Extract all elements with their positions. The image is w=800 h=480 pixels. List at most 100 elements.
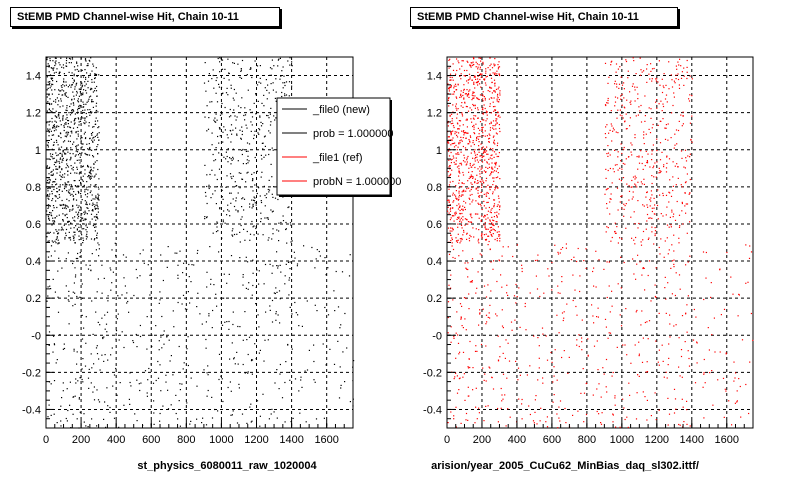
data-point xyxy=(453,200,455,202)
data-point xyxy=(610,64,612,66)
data-point xyxy=(58,167,60,169)
data-point xyxy=(648,107,650,109)
data-point xyxy=(670,195,673,197)
data-point xyxy=(75,274,77,276)
data-point xyxy=(58,165,60,167)
data-point xyxy=(96,216,98,218)
data-point xyxy=(92,333,94,335)
data-point xyxy=(70,156,72,158)
data-point xyxy=(489,57,491,59)
y-tick-label: 0.8 xyxy=(26,182,41,194)
data-point xyxy=(485,238,488,240)
data-point xyxy=(91,218,93,220)
data-point xyxy=(75,94,77,96)
data-point xyxy=(49,158,51,161)
data-point xyxy=(448,159,450,161)
data-point xyxy=(453,126,455,129)
data-point xyxy=(675,74,677,76)
data-point xyxy=(66,131,68,133)
data-point xyxy=(493,110,495,112)
data-point xyxy=(81,93,83,95)
data-point xyxy=(96,95,98,97)
data-point xyxy=(463,229,465,232)
data-point xyxy=(676,68,678,70)
data-point xyxy=(451,230,453,232)
data-point xyxy=(678,84,680,86)
data-point xyxy=(340,387,342,389)
data-point xyxy=(673,96,675,98)
data-point xyxy=(463,297,466,299)
y-tick-label: -0.4 xyxy=(423,404,442,416)
data-point xyxy=(482,119,484,121)
data-point xyxy=(72,111,74,113)
data-point xyxy=(121,294,123,296)
data-point xyxy=(46,110,48,112)
data-point xyxy=(244,114,247,116)
data-point xyxy=(560,248,562,250)
data-point xyxy=(67,131,70,133)
data-point xyxy=(304,370,306,372)
data-point xyxy=(57,242,59,244)
data-point xyxy=(67,174,69,176)
data-point xyxy=(477,98,479,100)
data-point xyxy=(80,206,82,208)
data-point xyxy=(252,259,254,261)
data-point xyxy=(461,212,463,215)
data-point xyxy=(76,145,78,147)
data-point xyxy=(621,104,623,106)
data-point xyxy=(82,92,84,94)
data-point xyxy=(80,193,82,195)
data-point xyxy=(498,235,500,237)
data-point xyxy=(461,102,463,104)
data-point xyxy=(469,164,471,166)
data-point xyxy=(93,223,95,225)
data-point xyxy=(253,102,255,104)
data-point xyxy=(508,360,511,362)
data-point xyxy=(51,121,53,123)
data-point xyxy=(48,240,50,242)
data-point xyxy=(447,206,449,208)
data-point xyxy=(606,153,608,155)
data-point xyxy=(482,367,484,369)
data-point xyxy=(456,240,458,242)
data-point xyxy=(64,238,66,240)
data-point xyxy=(480,254,483,256)
data-point xyxy=(67,133,69,135)
data-point xyxy=(260,125,263,127)
data-point xyxy=(688,98,690,100)
data-point xyxy=(49,179,51,181)
data-point xyxy=(477,82,479,84)
data-point xyxy=(476,63,478,65)
data-point xyxy=(615,63,618,65)
data-point xyxy=(454,257,456,259)
data-point xyxy=(251,359,253,361)
data-point xyxy=(95,226,97,228)
data-point xyxy=(221,102,223,105)
data-point xyxy=(646,191,648,194)
data-point xyxy=(49,120,51,122)
data-point xyxy=(214,174,216,176)
data-point xyxy=(468,79,470,81)
data-point xyxy=(190,281,192,283)
data-point xyxy=(459,220,461,223)
data-point xyxy=(333,363,336,365)
data-point xyxy=(74,162,76,164)
data-point xyxy=(726,251,728,254)
data-point xyxy=(215,121,217,123)
data-point xyxy=(459,140,461,142)
data-point xyxy=(494,238,496,241)
data-point xyxy=(461,113,463,115)
data-point xyxy=(492,184,494,186)
data-point xyxy=(339,366,341,368)
data-point xyxy=(88,59,90,61)
data-point xyxy=(98,132,100,134)
data-point xyxy=(476,97,478,99)
data-point xyxy=(559,420,561,422)
data-point xyxy=(452,130,454,132)
data-point xyxy=(493,260,495,262)
data-point xyxy=(47,194,49,196)
data-point xyxy=(227,148,229,150)
data-point xyxy=(63,78,65,80)
data-point xyxy=(447,136,449,138)
data-point xyxy=(623,203,625,205)
